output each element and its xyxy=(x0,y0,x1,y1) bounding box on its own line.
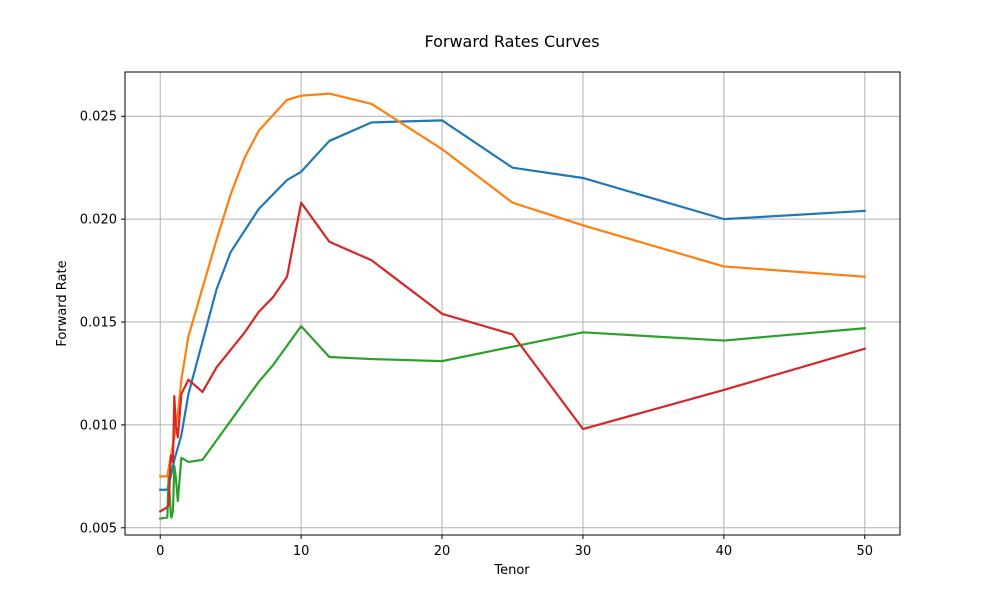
y-axis-label: Forward Rate xyxy=(55,260,70,346)
series-lines xyxy=(158,92,867,520)
series-line-2 xyxy=(159,92,866,478)
y-tick-label: 0.015 xyxy=(80,316,117,331)
x-tick-label: 40 xyxy=(716,544,733,559)
series-line-3 xyxy=(158,325,866,520)
plot-area-frame xyxy=(124,71,901,536)
y-tick-label: 0.010 xyxy=(80,418,117,433)
x-axis-label: Tenor xyxy=(493,563,530,578)
chart-title: Forward Rates Curves xyxy=(424,32,599,51)
x-tick-label: 0 xyxy=(156,544,164,559)
x-tick-label: 30 xyxy=(575,544,592,559)
axis-ticks: 0 10 20 30 40 50 0.005 0.010 0.015 0.020 0.025 xyxy=(80,110,873,559)
x-tick-label: 50 xyxy=(856,544,873,559)
x-tick-label: 20 xyxy=(434,544,451,559)
y-tick-label: 0.005 xyxy=(80,521,117,536)
y-tick-label: 0.025 xyxy=(80,110,117,125)
series-line-1 xyxy=(159,119,866,491)
x-tick-label: 10 xyxy=(293,544,310,559)
y-tick-label: 0.020 xyxy=(80,213,117,228)
series-line-4 xyxy=(158,201,867,513)
